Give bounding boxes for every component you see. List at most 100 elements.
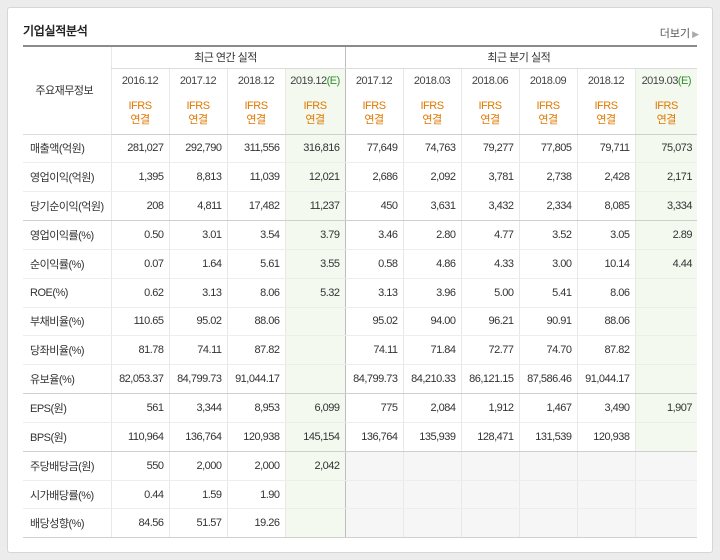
period-date: 2017.12 xyxy=(179,74,217,87)
value-cell xyxy=(402,451,462,481)
table-row: 당좌비율(%) 81.78 74.11 87.82 74.11 71.84 72.77 74.… xyxy=(23,335,698,366)
value-cell: 550 xyxy=(110,451,169,481)
basis-ifrs: IFRS xyxy=(244,100,268,113)
table-row: 유보율(%) 82,053.37 84,799.73 91,044.17 84,799.… xyxy=(23,364,698,395)
period-date: 2019.12 xyxy=(290,74,327,87)
value-cell: 3.13 xyxy=(168,278,227,308)
row-label: 당기순이익(억원) xyxy=(23,191,111,222)
value-cell: 2.89 xyxy=(634,220,698,250)
value-cell: 120,938 xyxy=(576,422,636,452)
value-cell: 91,044.17 xyxy=(226,364,285,395)
value-cell: 2.80 xyxy=(402,220,462,250)
period-header: 2017.12 xyxy=(344,68,404,93)
value-cell xyxy=(344,451,404,481)
value-cell: 311,556 xyxy=(226,134,285,164)
row-label: 주당배당금(원) xyxy=(23,451,111,481)
value-cell: 12,021 xyxy=(284,162,346,193)
value-cell: 3.05 xyxy=(576,220,636,250)
value-cell: 110,964 xyxy=(110,422,169,452)
accounting-basis: IFRS 연결 xyxy=(518,93,578,135)
row-label: 매출액(억원) xyxy=(23,134,111,164)
value-cell: 79,277 xyxy=(460,134,520,164)
value-cell: 84,799.73 xyxy=(344,364,404,395)
basis-ifrs: IFRS xyxy=(186,100,210,113)
panel-title: 기업실적분석 xyxy=(23,24,88,38)
value-cell: 6,099 xyxy=(284,393,346,423)
more-link[interactable]: 더보기 ▶ xyxy=(660,25,699,41)
value-cell: 1.59 xyxy=(168,480,227,510)
row-label: BPS(원) xyxy=(23,422,111,452)
period-header: 2018.03 xyxy=(402,68,462,93)
value-cell: 90.91 xyxy=(518,307,578,337)
value-cell: 77,805 xyxy=(518,134,578,164)
value-cell: 74.11 xyxy=(344,335,404,366)
value-cell: 11,039 xyxy=(226,162,285,193)
value-cell: 84.56 xyxy=(110,508,169,539)
value-cell: 1,907 xyxy=(634,393,698,423)
period-header: 2017.12 xyxy=(168,68,227,93)
value-cell: 3.01 xyxy=(168,220,227,250)
accounting-basis: IFRS 연결 xyxy=(168,93,227,135)
value-cell xyxy=(402,508,462,539)
value-cell: 8.06 xyxy=(576,278,636,308)
value-cell: 75,073 xyxy=(634,134,698,164)
value-cell: 3.13 xyxy=(344,278,404,308)
period-header: 2016.12 xyxy=(110,68,169,93)
row-label: 유보율(%) xyxy=(23,364,111,395)
value-cell: 3.55 xyxy=(284,249,346,279)
value-cell: 82,053.37 xyxy=(110,364,169,395)
accounting-basis: IFRS 연결 xyxy=(634,93,698,135)
value-cell: 19.26 xyxy=(226,508,285,539)
period-header: 2018.06 xyxy=(460,68,520,93)
table-row: ROE(%) 0.62 3.13 8.06 5.32 3.13 3.96 5.00 5.41 8.… xyxy=(23,278,698,308)
period-date: 2019.03 xyxy=(641,74,679,87)
estimate-tag: (E) xyxy=(326,74,341,87)
value-cell xyxy=(634,335,698,366)
period-header: 2019.03(E) xyxy=(634,68,698,93)
value-cell xyxy=(344,508,404,539)
basis-ifrs: IFRS xyxy=(536,100,561,113)
accounting-basis: IFRS 연결 xyxy=(576,93,636,135)
value-cell: 3,344 xyxy=(168,393,227,423)
period-date: 2018.06 xyxy=(471,74,509,87)
value-cell: 11,237 xyxy=(284,191,346,222)
value-cell xyxy=(284,335,346,366)
value-cell: 2,686 xyxy=(344,162,404,193)
value-cell: 208 xyxy=(110,191,169,222)
value-cell: 74.70 xyxy=(518,335,578,366)
table-row: 시가배당률(%) 0.44 1.59 1.90 xyxy=(23,480,698,510)
value-cell xyxy=(460,508,520,539)
basis-consolidated: 연결 xyxy=(480,114,500,127)
value-cell: 1,395 xyxy=(110,162,169,193)
value-cell: 1,912 xyxy=(460,393,520,423)
value-cell xyxy=(284,508,346,539)
value-cell: 51.57 xyxy=(168,508,227,539)
basis-consolidated: 연결 xyxy=(364,114,384,127)
value-cell: 96.21 xyxy=(460,307,520,337)
value-cell: 8,085 xyxy=(576,191,636,222)
value-cell: 95.02 xyxy=(344,307,404,337)
period-date: 2018.09 xyxy=(529,74,567,87)
value-cell: 136,764 xyxy=(344,422,404,452)
value-cell: 3,432 xyxy=(460,191,520,222)
basis-consolidated: 연결 xyxy=(130,114,150,127)
table-row: 부채비율(%) 110.65 95.02 88.06 95.02 94.00 96.21 90… xyxy=(23,307,698,337)
value-cell: 86,121.15 xyxy=(460,364,520,395)
value-cell: 88.06 xyxy=(576,307,636,337)
value-cell: 81.78 xyxy=(110,335,169,366)
value-cell: 2,000 xyxy=(168,451,227,481)
value-cell: 2,171 xyxy=(634,162,698,193)
value-cell: 775 xyxy=(344,393,404,423)
row-label: 당좌비율(%) xyxy=(23,335,111,366)
value-cell: 450 xyxy=(344,191,404,222)
value-cell: 4.77 xyxy=(460,220,520,250)
period-date: 2018.12 xyxy=(587,74,625,87)
accounting-basis: IFRS 연결 xyxy=(402,93,462,135)
basis-ifrs: IFRS xyxy=(420,100,445,113)
basis-consolidated: 연결 xyxy=(246,114,266,127)
value-cell xyxy=(460,480,520,510)
more-label: 더보기 xyxy=(659,28,691,40)
period-date: 2016.12 xyxy=(121,74,159,87)
value-cell: 84,210.33 xyxy=(402,364,462,395)
accounting-basis: IFRS 연결 xyxy=(226,93,285,135)
